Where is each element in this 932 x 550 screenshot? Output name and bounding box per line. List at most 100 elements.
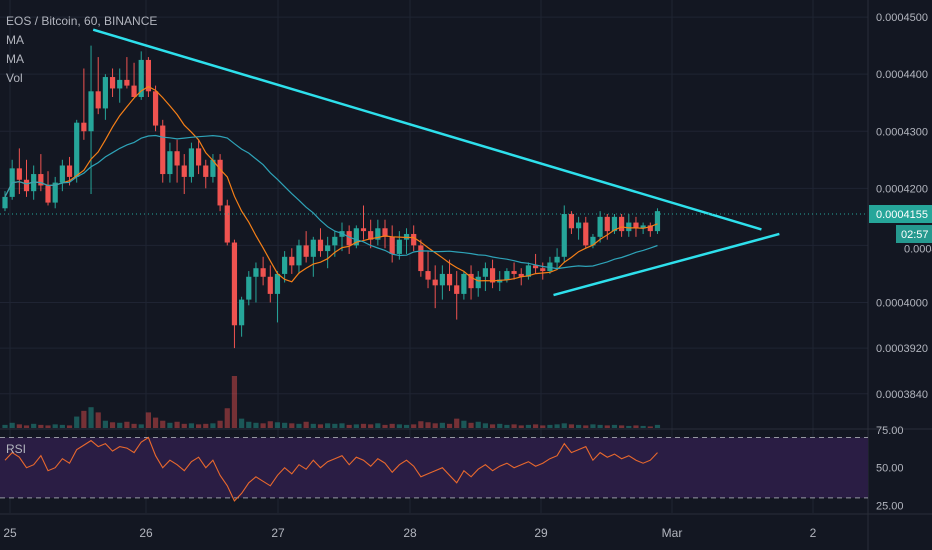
candle-body: [360, 228, 367, 232]
candle-body: [411, 233, 417, 246]
legend-ma-1[interactable]: MA: [6, 33, 24, 47]
moving-average-line-2: [4, 134, 658, 270]
volume-bar: [289, 423, 295, 428]
volume-bar: [74, 416, 80, 428]
volume-bar: [188, 423, 195, 428]
volume-bar: [504, 424, 510, 428]
candle-body: [2, 196, 8, 209]
volume-bar: [16, 424, 22, 428]
volume-bar: [145, 412, 151, 428]
legend-vol[interactable]: Vol: [6, 71, 23, 85]
volume-bar: [253, 422, 259, 428]
countdown-fill: [896, 225, 932, 243]
volume-bar: [217, 420, 223, 428]
candle-body: [568, 214, 575, 229]
volume-bar: [375, 423, 381, 428]
candle-body: [267, 276, 273, 294]
volume-bar: [246, 421, 252, 428]
time-axis-label: 28: [403, 526, 417, 540]
candle-body: [325, 245, 331, 252]
candle-body: [117, 79, 123, 89]
volume-bar: [239, 418, 245, 428]
volume-bar: [303, 421, 309, 428]
rsi-tick-label: 25.00: [876, 500, 904, 512]
candle-body: [626, 222, 632, 232]
price-tick-label: 0.0003840: [876, 389, 928, 401]
volume-bar: [554, 424, 560, 428]
candle-body: [224, 205, 230, 243]
volume-bar: [2, 424, 8, 428]
price-tick-label-partial: 0.000410: [904, 243, 932, 255]
volume-bar: [411, 424, 417, 428]
candle-body: [468, 273, 474, 289]
volume-bar: [210, 423, 216, 428]
candle-body: [253, 268, 259, 277]
candle-body: [547, 262, 553, 272]
candle-body: [504, 271, 510, 280]
volume-bar: [640, 425, 646, 428]
time-axis-label: 2: [810, 526, 817, 540]
legend-ma-2[interactable]: MA: [6, 52, 24, 66]
volume-bar: [167, 422, 173, 428]
candle-body: [282, 256, 288, 274]
volume-bar: [267, 421, 273, 428]
volume-bar: [59, 424, 65, 428]
volume-bar: [360, 423, 367, 428]
volume-bar: [9, 422, 15, 428]
candle-body: [246, 276, 252, 300]
candle-body: [296, 245, 302, 266]
legend-title: EOS / Bitcoin, 60, BINANCE: [6, 14, 158, 28]
candle-body: [418, 245, 424, 272]
candle-body: [45, 185, 51, 203]
volume-bar: [647, 426, 653, 428]
volume-bar: [231, 376, 238, 428]
candle-body: [432, 279, 438, 286]
volume-bar: [325, 423, 331, 428]
candle-body: [195, 148, 202, 166]
candle-body: [389, 236, 395, 254]
rsi-line: [4, 436, 658, 502]
volume-bar: [31, 423, 37, 428]
rsi-tick-label: 50.00: [876, 463, 904, 475]
volume-bar: [561, 423, 567, 428]
volume-bar: [597, 424, 603, 428]
candle-body: [210, 159, 216, 177]
candle-body: [66, 165, 73, 177]
volume-bar: [532, 424, 539, 428]
countdown-timer: 02:57: [901, 229, 929, 241]
candle-body: [74, 122, 80, 177]
volume-bar: [654, 424, 661, 428]
candle-body: [590, 236, 596, 246]
volume-bar: [224, 408, 230, 428]
time-axis-label: Mar: [662, 526, 683, 540]
candle-body: [540, 268, 546, 272]
volume-bar: [432, 423, 438, 428]
candle-body: [109, 77, 116, 89]
volume-bar: [95, 412, 101, 428]
rsi-band-fill: [0, 437, 868, 498]
candle-body: [475, 276, 481, 289]
volume-bar: [540, 425, 546, 428]
candle-body: [260, 268, 266, 277]
volume-bar: [152, 417, 159, 428]
volume-bar: [260, 423, 266, 428]
candle-body: [145, 59, 151, 92]
candle-body: [611, 216, 618, 232]
candle-body: [532, 265, 539, 269]
candle-body: [239, 299, 245, 326]
volume-bar: [368, 424, 374, 428]
volume-bar: [353, 424, 359, 428]
candle-body: [124, 79, 130, 86]
candle-body: [396, 239, 402, 254]
volume-bar: [475, 421, 481, 428]
candle-body: [231, 242, 238, 326]
volume-bar: [102, 420, 108, 428]
volume-bar: [403, 424, 410, 428]
volume-bar: [131, 423, 137, 428]
volume-bar: [446, 423, 453, 428]
candle-body: [188, 148, 195, 177]
candle-body: [604, 216, 610, 232]
volume-bar: [626, 425, 632, 428]
volume-bar: [138, 424, 144, 428]
